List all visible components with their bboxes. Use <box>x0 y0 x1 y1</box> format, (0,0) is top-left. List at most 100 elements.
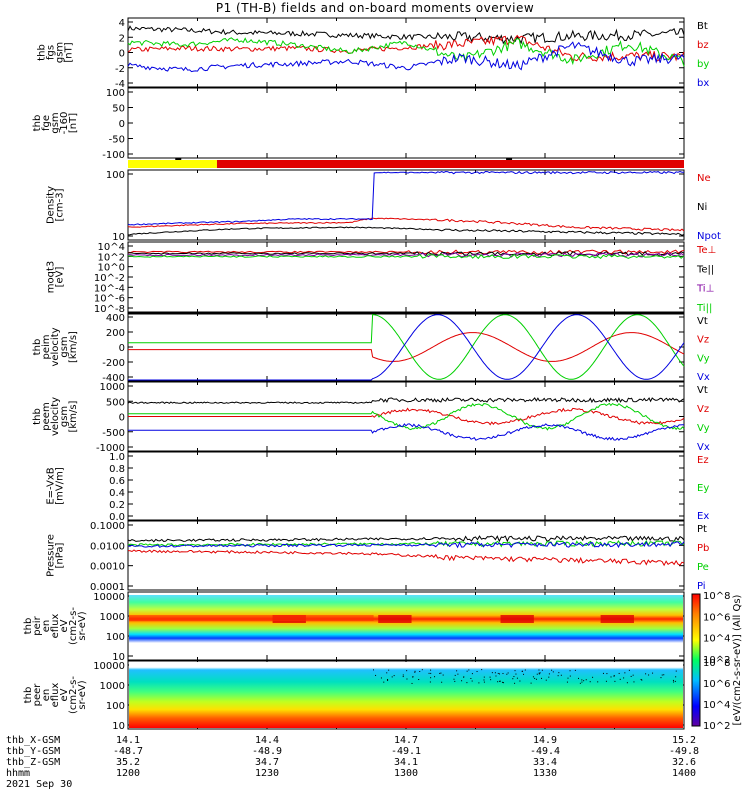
spectrogram-speck <box>461 680 463 682</box>
spectrogram-speck <box>494 672 496 674</box>
ephemeris-value: 32.6 <box>671 757 697 768</box>
ephemeris-value: 14.7 <box>393 735 419 746</box>
y-axis-label: (cm2-s- <box>68 607 79 645</box>
ephemeris-value: -49.4 <box>529 746 561 757</box>
spectrogram-speck <box>515 673 517 675</box>
y-tick-label: 10^-2 <box>94 273 125 284</box>
spectrogram-speck <box>548 673 550 675</box>
spectrogram-speck <box>521 670 523 672</box>
spectrogram-speck <box>663 674 665 676</box>
y-tick-label: 10 <box>112 652 125 663</box>
ephemeris-value: 1400 <box>671 768 697 779</box>
spectrogram-speck <box>430 669 432 671</box>
series-pb <box>127 549 685 567</box>
y-tick-label: -400 <box>102 373 125 384</box>
spectrogram-speck <box>498 673 500 675</box>
y-tick-label: 0.0010 <box>90 562 125 573</box>
y-axis-label: [cm-3] <box>55 188 66 221</box>
ion-spectrogram-band <box>129 615 374 621</box>
spectrogram-speck <box>402 674 404 676</box>
ephemeris-label: 2021 Sep 30 <box>6 779 73 790</box>
colorbar-tick-label: 10^6 <box>703 679 730 690</box>
spectrogram-speck <box>652 672 654 674</box>
spectrogram-speck <box>675 670 677 672</box>
spectrogram-speck <box>411 682 413 684</box>
spectrogram-speck <box>536 673 538 675</box>
spectrogram-speck <box>490 679 492 681</box>
spectrogram-speck <box>551 669 553 671</box>
spectrogram-speck <box>673 681 675 683</box>
spectrogram-speck <box>672 679 674 681</box>
colorbar <box>691 593 701 727</box>
y-tick-label: 10000 <box>93 661 125 672</box>
spectrogram-speck <box>457 673 459 675</box>
spectrogram-speck <box>674 680 676 682</box>
y-tick-label: 1000 <box>100 681 125 692</box>
y-axis-label: eflux <box>50 683 61 708</box>
panel-frame <box>127 660 685 730</box>
ephemeris-value: 1200 <box>115 768 141 779</box>
spectrogram-speck <box>640 678 642 680</box>
legend-pt: Pt <box>697 524 707 535</box>
legend-npot: Npot <box>697 231 721 242</box>
series-pt <box>127 535 685 543</box>
legend-ex: Ex <box>697 511 709 522</box>
y-tick-label: -200 <box>102 358 125 369</box>
y-tick-label: 1000 <box>100 382 125 393</box>
spectrogram-speck <box>626 682 628 684</box>
y-axis-label: gsm <box>59 336 70 357</box>
spectrogram-speck <box>453 678 455 680</box>
y-tick-label: 400 <box>106 313 125 324</box>
spectrogram-speck <box>491 672 493 674</box>
spectrogram-speck <box>429 681 431 683</box>
spectrogram-speck <box>454 680 456 682</box>
spectrogram-speck <box>630 675 632 677</box>
y-axis-label: gsm <box>55 42 66 63</box>
region-marker <box>506 158 513 160</box>
spectrogram-speck <box>610 676 612 678</box>
spectrogram-speck <box>428 672 430 674</box>
y-axis-label: [nT] <box>68 113 79 133</box>
legend-vz: Vz <box>697 404 709 415</box>
spectrogram-speck <box>502 673 504 675</box>
electron-spectrogram <box>129 662 683 728</box>
panel-frame <box>127 87 685 159</box>
y-axis-label: [nT] <box>64 42 75 62</box>
spectrogram-speck <box>471 680 473 682</box>
y-axis-label: fge <box>41 115 52 131</box>
spectrogram-speck <box>501 681 503 683</box>
spectrogram-speck <box>387 679 389 681</box>
colorbar-tick-label: 10^8 <box>703 658 730 669</box>
y-axis-label: [nPa] <box>55 542 66 568</box>
spectrogram-speck <box>499 680 501 682</box>
y-tick-label: 0 <box>119 413 125 424</box>
legend-bz: bz <box>697 40 709 51</box>
spectrogram-speck <box>466 670 468 672</box>
ephemeris-value: 15.2 <box>671 735 697 746</box>
spectrogram-speck <box>605 680 607 682</box>
spectrogram-speck <box>412 676 414 678</box>
y-tick-label: 2 <box>119 33 125 44</box>
y-tick-label: 0 <box>119 119 125 130</box>
spectrogram-speck <box>633 681 635 683</box>
series-vy <box>128 314 685 380</box>
spectrogram-speck <box>507 672 509 674</box>
panel-frame <box>127 591 685 661</box>
series-ni <box>127 226 685 236</box>
y-tick-label: 100 <box>106 88 125 99</box>
spectrogram-speck <box>481 669 483 671</box>
spectrogram-speck <box>512 678 514 680</box>
legend-vy: Vy <box>697 353 710 364</box>
y-tick-label: 10^0 <box>98 263 125 274</box>
y-axis-label: [eV] <box>55 267 66 288</box>
y-tick-label: 0.2 <box>109 500 125 511</box>
spectrogram-speck <box>569 670 571 672</box>
y-tick-label: 200 <box>106 328 125 339</box>
spectrogram-speck <box>539 672 541 674</box>
series-Ti|| <box>128 253 685 260</box>
y-axis-label: peem <box>41 402 52 430</box>
legend-vt: Vt <box>697 385 708 396</box>
spectrogram-speck <box>430 672 432 674</box>
legend-pe: Pe <box>697 562 709 573</box>
series-by <box>127 37 685 67</box>
